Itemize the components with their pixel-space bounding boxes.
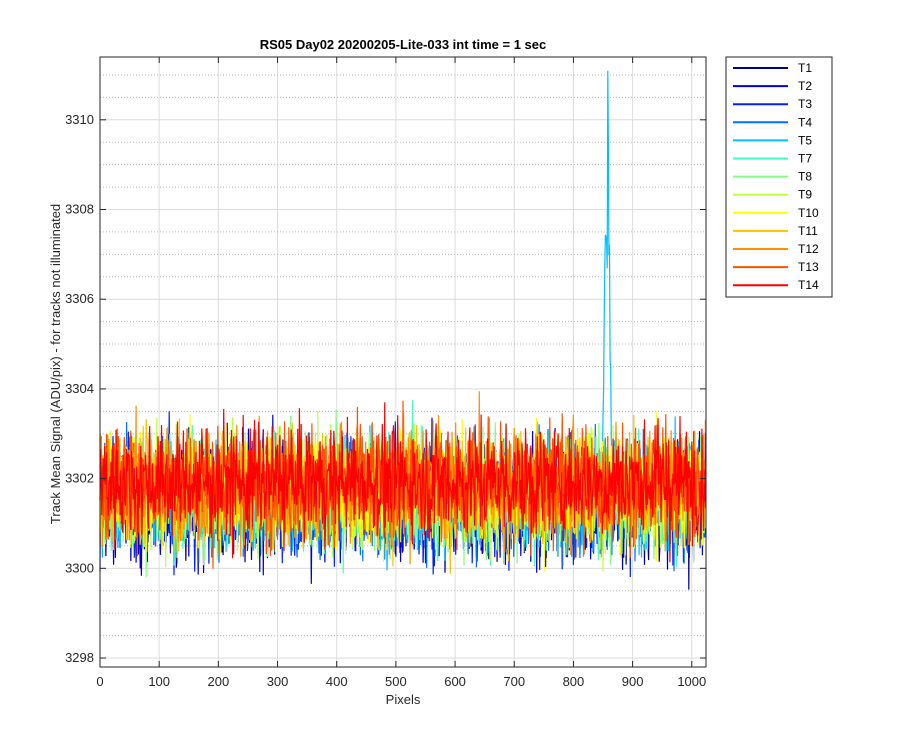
x-tick-label: 100 [148, 674, 170, 689]
legend-label-t11: T11 [798, 224, 818, 238]
legend-label-t3: T3 [798, 97, 812, 111]
legend-label-t7: T7 [798, 152, 812, 166]
x-tick-label: 700 [503, 674, 525, 689]
x-axis: 0 100 200 300 400 500 600 700 800 900 1000 [96, 57, 706, 689]
x-tick-label: 800 [563, 674, 585, 689]
x-tick-label: 500 [385, 674, 407, 689]
legend-label-t9: T9 [798, 188, 812, 202]
x-axis-label: Pixels [386, 692, 421, 707]
plot-area [100, 57, 706, 667]
x-tick-label: 200 [208, 674, 230, 689]
y-tick-label: 3298 [65, 650, 94, 665]
y-tick-label: 3304 [65, 381, 94, 396]
y-tick-label: 3308 [65, 202, 94, 217]
y-axis: 3298 3300 3302 3304 3306 3308 3310 [65, 112, 706, 665]
legend-label-t13: T13 [798, 260, 819, 274]
y-tick-label: 3302 [65, 471, 94, 486]
legend-label-t8: T8 [798, 170, 812, 184]
y-axis-label: Track Mean Signal (ADU/pix) - for tracks… [48, 204, 63, 524]
x-tick-label: 400 [326, 674, 348, 689]
y-tick-label: 3310 [65, 112, 94, 127]
legend: T1 T2 T3 T4 T5 T7 T8 T9 T10 T11 T12 T13 T14 [725, 56, 833, 298]
series-line-t14 [99, 402, 706, 563]
legend-label-t12: T12 [798, 242, 819, 256]
x-tick-label: 300 [267, 674, 289, 689]
plot-frame [99, 56, 707, 668]
x-tick-label: 0 [96, 674, 103, 689]
legend-label-t10: T10 [798, 206, 819, 220]
x-tick-label: 900 [622, 674, 644, 689]
y-tick-label: 3300 [65, 560, 94, 575]
y-tick-label: 3306 [65, 291, 94, 306]
x-tick-label: 1000 [677, 674, 706, 689]
legend-label-t4: T4 [798, 115, 812, 129]
legend-label-t5: T5 [798, 133, 812, 147]
x-tick-label: 600 [444, 674, 466, 689]
legend-label-t1: T1 [798, 61, 812, 75]
legend-label-t2: T2 [798, 79, 812, 93]
series-layer [99, 70, 706, 590]
chart-title: RS05 Day02 20200205-Lite-033 int time = … [260, 37, 547, 52]
legend-label-t14: T14 [798, 278, 819, 292]
